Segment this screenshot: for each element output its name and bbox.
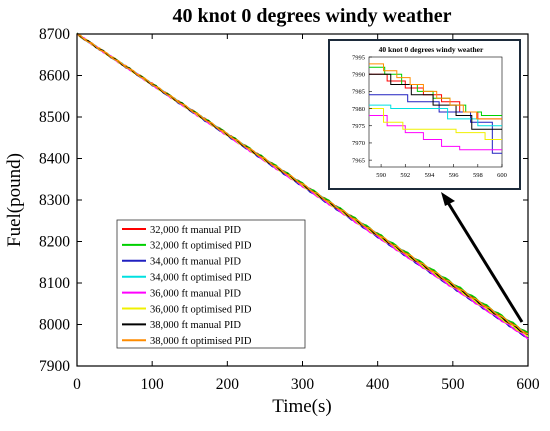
inset-series-line-5 xyxy=(369,114,502,151)
inset-plot-frame xyxy=(368,56,503,168)
inset-y-ticks: 7965 7970 7975 7980 7985 7990 7995 xyxy=(352,54,372,164)
x-tick-label: 100 xyxy=(141,376,165,393)
inset-zoom: 40 knot 0 degrees windy weather 590 592 59… xyxy=(328,39,521,190)
legend-label: 32,000 ft optimised PID xyxy=(150,241,252,252)
x-tick-label: 300 xyxy=(291,376,315,393)
y-tick-label: 8600 xyxy=(39,68,70,85)
x-tick-label: 600 xyxy=(516,376,540,393)
inset-x-tick-label: 592 xyxy=(400,172,410,179)
inset-x-tick-label: 600 xyxy=(497,172,507,179)
inset-y-tick-label: 7970 xyxy=(352,140,365,147)
x-tick-label: 500 xyxy=(441,376,465,393)
inset-y-tick-label: 7995 xyxy=(352,54,365,61)
y-tick-label: 8000 xyxy=(39,317,70,334)
inset-x-tick-label: 596 xyxy=(449,172,460,179)
inset-y-tick-label: 7965 xyxy=(352,157,365,164)
legend-box xyxy=(116,219,306,349)
x-tick-label: 200 xyxy=(216,376,240,393)
y-tick-label: 8300 xyxy=(39,192,70,209)
x-axis-ticks: 0 100 200 300 400 500 600 xyxy=(73,34,540,393)
legend-label: 34,000 ft manual PID xyxy=(150,257,241,268)
inset-series-line-7 xyxy=(369,73,502,130)
series-line-6 xyxy=(76,33,529,338)
y-axis-ticks: 7900 8000 8100 8200 8300 8400 8500 8600 8700 xyxy=(39,26,528,375)
chart-title: 40 knot 0 degrees windy weather xyxy=(172,5,451,27)
x-tick-label: 400 xyxy=(366,376,390,393)
series-line-8 xyxy=(76,33,529,335)
inset-title: 40 knot 0 degrees windy weather xyxy=(379,45,484,54)
inset-series-line-3 xyxy=(369,94,502,154)
x-tick-label: 0 xyxy=(73,376,81,393)
zoom-arrow-head xyxy=(441,192,455,206)
inset-y-tick-label: 7990 xyxy=(352,71,365,78)
legend-label: 32,000 ft manual PID xyxy=(150,225,241,236)
inset-y-tick-label: 7975 xyxy=(352,123,365,130)
zoom-arrow-line xyxy=(445,200,524,323)
legend-label: 36,000 ft manual PID xyxy=(150,288,241,299)
inset-series-line-6 xyxy=(369,108,502,140)
inset-x-ticks: 590 592 594 596 598 600 xyxy=(376,164,507,179)
main-series-group xyxy=(76,32,529,340)
legend-label: 34,000 ft optimised PID xyxy=(150,273,252,284)
x-axis-label: Time(s) xyxy=(272,396,331,417)
legend-label: 38,000 ft manual PID xyxy=(150,320,241,331)
inset-series-line-4 xyxy=(369,104,502,127)
y-tick-label: 8400 xyxy=(39,151,70,168)
legend-items: 32,000 ft manual PID 32,000 ft optimised … xyxy=(122,225,252,347)
inset-series-group xyxy=(369,63,502,154)
legend-label: 38,000 ft optimised PID xyxy=(150,336,252,347)
y-tick-label: 8700 xyxy=(39,26,70,43)
inset-y-tick-label: 7985 xyxy=(352,89,365,96)
y-tick-label: 7900 xyxy=(39,358,70,375)
y-tick-label: 8100 xyxy=(39,275,70,292)
inset-x-tick-label: 598 xyxy=(473,172,483,179)
legend-label: 36,000 ft optimised PID xyxy=(150,304,252,315)
y-axis-label: Fuel(pound) xyxy=(4,153,25,247)
y-tick-label: 8500 xyxy=(39,109,70,126)
y-tick-label: 8200 xyxy=(39,234,70,251)
zoom-arrow xyxy=(441,192,524,323)
inset-y-tick-label: 7980 xyxy=(352,106,365,113)
inset-series-line-8 xyxy=(369,63,502,120)
legend: 32,000 ft manual PID 32,000 ft optimised … xyxy=(116,219,306,349)
inset-x-tick-label: 590 xyxy=(376,172,386,179)
inset-x-tick-label: 594 xyxy=(425,172,436,179)
